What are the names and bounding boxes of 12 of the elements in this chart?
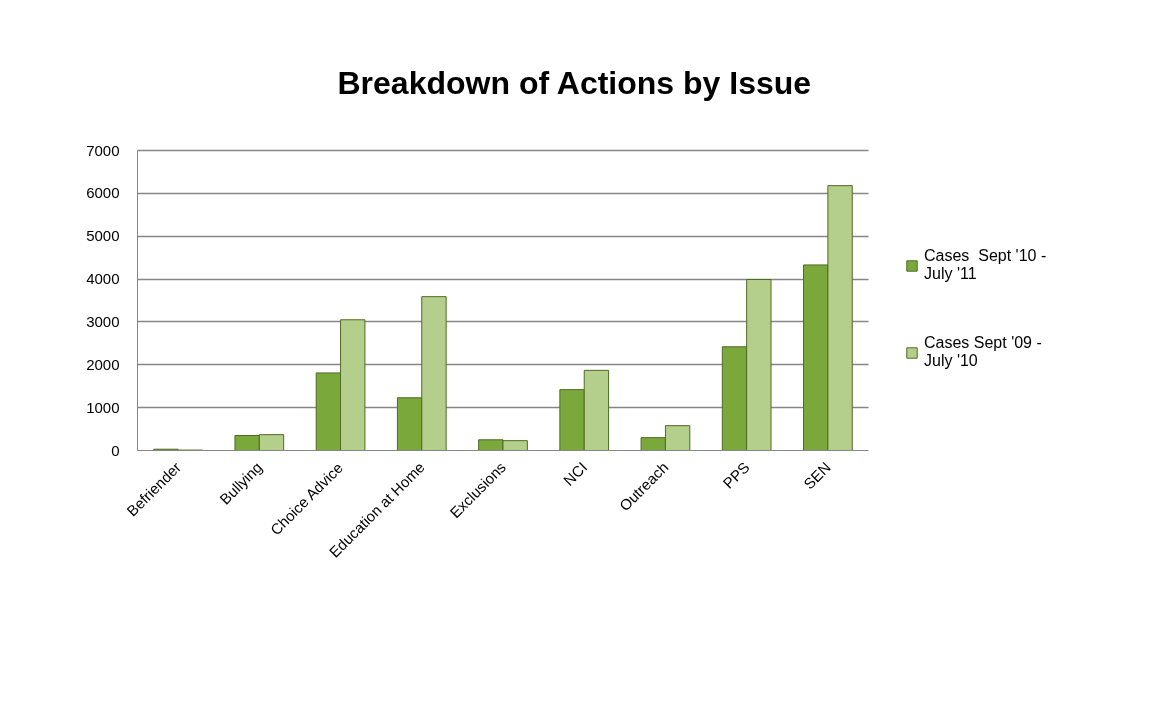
- y-tick-label: 0: [111, 441, 120, 459]
- legend-label: Cases Sept '09 - July '10: [924, 334, 1042, 370]
- y-tick-label: 2000: [86, 355, 120, 373]
- chart-title: Breakdown of Actions by Issue: [337, 64, 812, 101]
- y-tick-label: 6000: [86, 184, 120, 202]
- y-tick-label: 7000: [86, 141, 120, 159]
- x-tick-label: NCI: [559, 458, 591, 489]
- y-tick-label: 5000: [86, 227, 120, 245]
- y-tick-label: 3000: [86, 312, 120, 330]
- y-tick-label: 4000: [86, 270, 120, 288]
- y-tick-label: 1000: [86, 398, 120, 416]
- legend-label: Cases Sept '10 - July '11: [924, 247, 1047, 283]
